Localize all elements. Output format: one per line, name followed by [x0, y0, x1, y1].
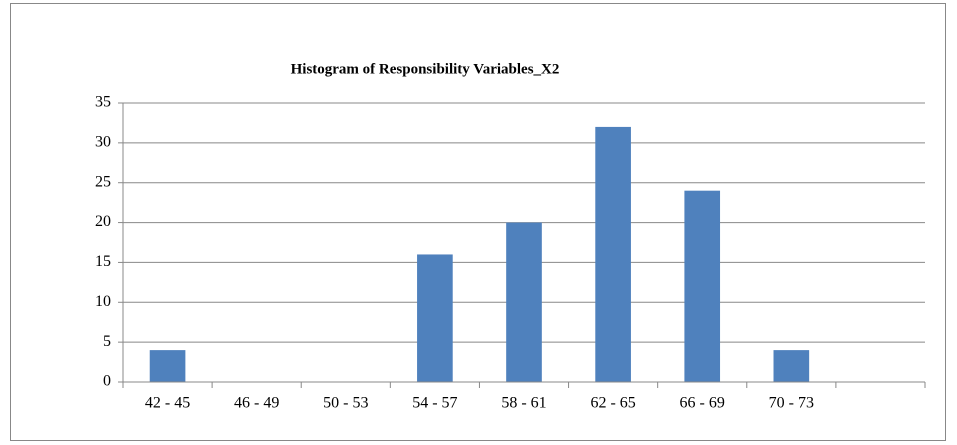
- y-tick-label: 35: [95, 94, 111, 111]
- bar: [506, 222, 542, 382]
- x-tick-label: 58 - 61: [501, 395, 546, 412]
- x-tick-label: 62 - 65: [590, 395, 635, 412]
- y-tick-label: 20: [95, 213, 111, 230]
- x-tick-label: 50 - 53: [323, 395, 368, 412]
- bar: [149, 350, 186, 382]
- x-tick-label: 66 - 69: [680, 395, 725, 412]
- y-tick-label: 25: [95, 173, 111, 190]
- bar: [684, 190, 721, 382]
- y-tick-label: 15: [95, 253, 111, 270]
- y-tick-label: 0: [103, 373, 111, 390]
- x-tick-label: 54 - 57: [412, 395, 457, 412]
- x-tick-label: 70 - 73: [769, 395, 814, 412]
- y-tick-label: 5: [103, 333, 111, 350]
- bar: [773, 350, 810, 382]
- x-tick-label: 42 - 45: [145, 395, 190, 412]
- y-tick-label: 10: [95, 293, 111, 310]
- y-tick-label: 30: [95, 134, 111, 151]
- bar: [417, 254, 453, 382]
- bar: [595, 126, 631, 383]
- chart-title: Histogram of Responsibility Variables_X2: [291, 61, 560, 77]
- x-tick-label: 46 - 49: [234, 395, 279, 412]
